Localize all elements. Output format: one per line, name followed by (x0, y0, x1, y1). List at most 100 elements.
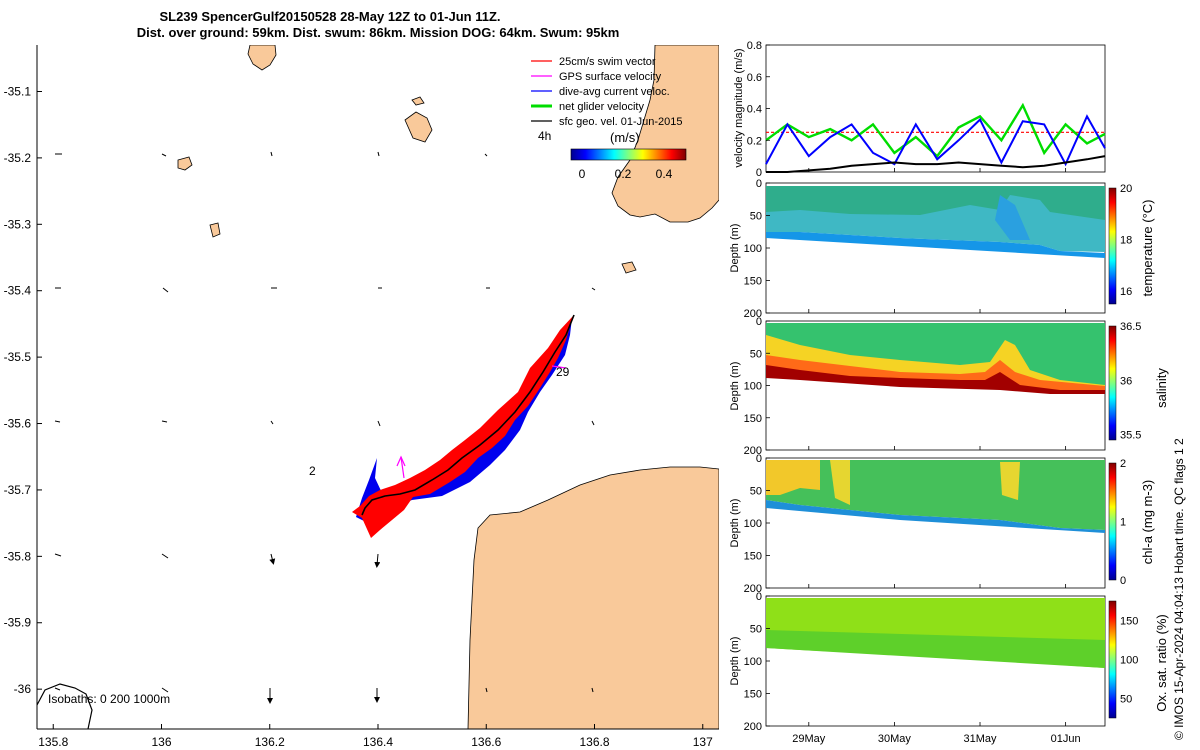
colorbar-tick-label: 36.5 (1120, 321, 1141, 333)
isobath-0m (37, 683, 93, 729)
swim-vector-swath (352, 316, 573, 538)
velocity-ytick-label: 0.8 (747, 40, 762, 52)
map-lat-tick-label: -35.7 (4, 483, 32, 497)
salinity-field-warm (766, 355, 1105, 393)
temperature-field-surface (766, 186, 1105, 220)
colorbar-tick-label: 36 (1120, 375, 1132, 387)
geo-arrow (374, 553, 381, 568)
geo-arrow (591, 420, 595, 426)
map-lon-tick-label: 136.6 (471, 735, 501, 749)
chla-field-patch-3 (1000, 462, 1020, 500)
map-colorbar-tick-label: 0.2 (615, 167, 632, 181)
temperature-panel: Depth (m) temperature (°C) (729, 182, 1155, 314)
velocity-series-line (765, 102, 1106, 158)
velocity-series-line (766, 155, 1106, 173)
colorbar-tick-label: 35.5 (1120, 430, 1141, 442)
depth-tick-label: 200 (744, 721, 762, 733)
depth-tick-label: 200 (744, 308, 762, 320)
map-lat-tick-label: -35.2 (4, 151, 32, 165)
velocity-ytick-label: 0.6 (747, 72, 762, 84)
depth-tick-label: 50 (750, 348, 762, 360)
chla-field-patch-2 (830, 460, 850, 505)
salinity-panel: Depth (m) salinity (729, 320, 1169, 451)
map-lon-tick-label: 136.4 (363, 735, 393, 749)
map-axis-ticks: 135.8 136 136.2 136.4 136.6 136.8 137 -35.1 -35.… (4, 84, 713, 749)
depth-tick-label: 150 (744, 551, 762, 563)
geo-arrow (161, 420, 168, 423)
geo-arrow (377, 151, 380, 157)
velocity-panel-frame (765, 44, 1106, 173)
land-island-small-1 (404, 111, 433, 143)
land-island-small-3 (209, 222, 221, 238)
map-colorbar-ticks: 0 0.2 0.4 (579, 167, 673, 181)
depth-tick-label: 0 (756, 591, 762, 603)
chla-field-bottom (766, 500, 1105, 533)
colorbar-tick-label: 50 (1120, 694, 1132, 706)
time-tick-label: 31May (963, 733, 997, 745)
temperature-ylabel: Depth (m) (729, 224, 741, 273)
land-island-small-2 (177, 156, 193, 171)
right-panel-ticks: 00.20.40.60.8050100150200161820050100150… (744, 40, 1142, 733)
depth-tick-label: 0 (756, 178, 762, 190)
velocity-ytick-label: 0.4 (747, 104, 762, 116)
map-lon-tick-label: 137 (693, 735, 713, 749)
colorbar-tick-label: 16 (1120, 286, 1132, 298)
geo-arrow (54, 420, 61, 423)
sfc-geo-vel-arrows (54, 151, 596, 704)
map-legend: 25cm/s swim vector GPS surface velocity di… (531, 56, 683, 128)
legend-label: GPS surface velocity (559, 71, 662, 83)
salinity-colorbar-label: salinity (1154, 368, 1169, 408)
colorbar-tick-label: 2 (1120, 458, 1126, 470)
time-series-panels: velocity magnitude (m/s) Depth (m) tempe… (729, 40, 1169, 745)
land-peninsula-south (467, 466, 719, 729)
velocity-lines (765, 102, 1106, 173)
land-peninsula-east (611, 45, 719, 223)
temperature-colorbar-label: temperature (°C) (1140, 200, 1155, 297)
gps-surface-velocity-tip (551, 365, 567, 369)
time-tick-label: 01Jun (1051, 733, 1081, 745)
geo-arrow (54, 553, 62, 557)
depth-tick-label: 0 (756, 453, 762, 465)
temperature-field-patch (995, 195, 1030, 240)
geo-arrow (161, 553, 169, 559)
chla-field-surface (766, 460, 1105, 530)
geo-arrow (591, 287, 596, 291)
geo-arrow (269, 553, 276, 565)
velocity-ylabel: velocity magnitude (m/s) (733, 48, 745, 167)
gps-surface-velocity-vector (400, 456, 405, 479)
title-line-1: SL239 SpencerGulf20150528 28-May 12Z to … (159, 9, 500, 24)
colorbar-tick-label: 20 (1120, 183, 1132, 195)
legend-label: dive-avg current veloc. (559, 86, 670, 98)
salinity-colorbar (1108, 325, 1117, 441)
oxygen-colorbar-label: Ox. sat. ratio (%) (1154, 614, 1169, 712)
salinity-ylabel: Depth (m) (729, 362, 741, 411)
temperature-colorbar (1108, 187, 1117, 305)
velocity-ytick-label: 0.2 (747, 135, 762, 147)
depth-tick-label: 100 (744, 381, 762, 393)
time-tick-label: 29May (792, 733, 826, 745)
chla-ylabel: Depth (m) (729, 499, 741, 548)
isobaths-label: Isobaths: 0 200 1000m (48, 692, 170, 706)
depth-tick-label: 50 (750, 211, 762, 223)
chla-colorbar (1108, 462, 1117, 581)
geo-arrow (270, 151, 273, 157)
colorbar-tick-label: 0 (1120, 575, 1126, 587)
time-axis-ticks: 29May 30May 31May 01Jun (792, 168, 1081, 745)
legend-label: 25cm/s swim vector (559, 56, 656, 68)
colorbar-tick-label: 1 (1120, 517, 1126, 529)
map-lat-tick-label: -35.3 (4, 217, 32, 231)
geo-arrow (484, 153, 488, 157)
footer-credit: © IMOS 15-Apr-2024 04:04:13 Hobart time.… (1172, 438, 1186, 740)
map-colorbar-label: (m/s) (610, 130, 640, 145)
velocity-ytick-label: 0 (756, 167, 762, 179)
map-colorbar-tick-label: 0.4 (656, 167, 673, 181)
depth-tick-label: 150 (744, 689, 762, 701)
oxygen-ylabel: Depth (m) (729, 637, 741, 686)
title-line-2: Dist. over ground: 59km. Dist. swum: 86k… (137, 25, 620, 40)
salinity-field-bottom (766, 365, 1105, 394)
chla-colorbar-label: chl-a (mg m-3) (1140, 480, 1155, 565)
map-panel: 2 29 25cm/s swim vector GPS surface veloc… (4, 45, 719, 749)
legend-label: net glider velocity (559, 101, 644, 113)
map-lat-tick-label: -35.4 (4, 284, 32, 298)
